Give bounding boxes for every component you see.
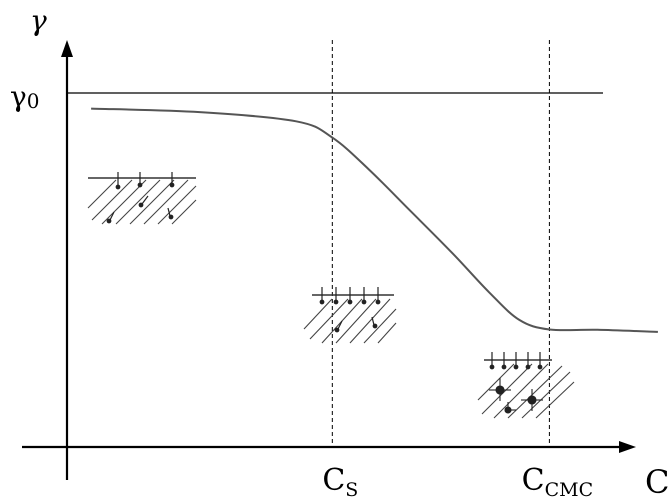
x-axis-arrowhead: [619, 441, 636, 453]
micelle-clusters: [489, 378, 543, 414]
marker-label-cs: CS: [322, 463, 358, 501]
x-axis-label: C: [645, 463, 669, 501]
series-line: [91, 107, 658, 333]
surface-sketch-mid-concentration: [303, 287, 397, 344]
surface-sketch-low-concentration: [87, 172, 197, 225]
reference-line-label-base: γ: [10, 80, 27, 113]
y-axis-arrowhead: [61, 40, 73, 57]
marker-label-ccmc-subscript: CMC: [545, 479, 594, 501]
surface-sketch-micelle-concentration: [477, 352, 575, 419]
marker-label-ccmc-base: C: [522, 463, 545, 498]
marker-label-ccmc: CCMC: [522, 463, 594, 501]
marker-label-cs-base: C: [322, 463, 345, 498]
reference-line-label: γ0: [10, 80, 39, 113]
reference-line-label-subscript: 0: [27, 89, 40, 113]
marker-label-cs-subscript: S: [345, 479, 358, 501]
y-axis-label: γ: [30, 4, 47, 37]
